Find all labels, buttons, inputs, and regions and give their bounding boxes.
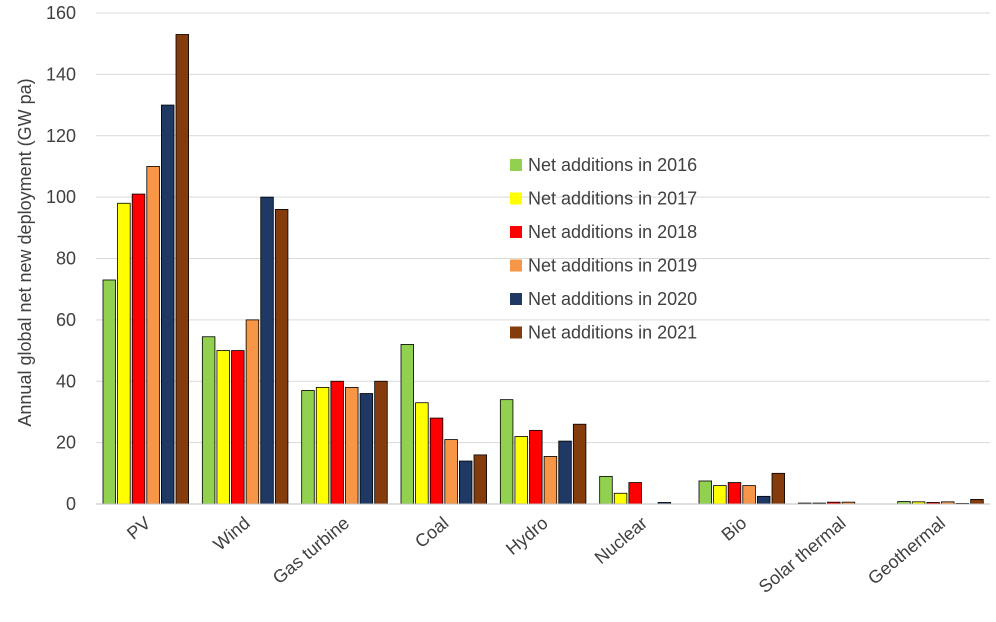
bar-hydro-1 [499,399,514,505]
bar-gas-turbine-3 [330,380,344,505]
bar-wind-1 [201,336,216,505]
x-category-label: Wind [209,513,253,555]
legend-label: Net additions in 2020 [528,289,697,309]
bar-wind-4 [245,319,260,505]
bar-bio-5 [757,495,771,505]
legend-swatch [510,326,522,339]
bar-hydro-2 [514,436,528,505]
x-category-label: Bio [718,513,751,545]
bar-bio-6 [771,472,786,505]
y-tick-label: 140 [46,64,76,84]
legend-label: Net additions in 2019 [528,256,697,276]
legend-label: Net additions in 2017 [528,189,697,209]
bar-hydro-4 [543,456,558,505]
bar-pv-6 [175,34,190,505]
bar-nuclear-1 [599,475,613,505]
x-category-label: Solar thermal [755,513,850,597]
legend-label: Net additions in 2016 [528,155,697,175]
x-category-label: Nuclear [591,513,651,568]
legend-swatch [510,226,522,238]
bar-bio-1 [698,480,713,505]
bar-pv-4 [146,166,160,505]
bar-pv-5 [160,104,175,505]
y-axis-title: Annual global net new deployment (GW pa) [15,78,35,426]
bar-coal-6 [473,454,488,505]
bar-pv-1 [102,279,117,505]
bar-pv-2 [117,202,131,505]
y-tick-label: 40 [56,371,76,391]
bar-gas-turbine-4 [345,386,359,505]
bar-wind-3 [231,350,245,505]
bar-gas-turbine-5 [359,393,374,505]
bar-hydro-5 [558,440,572,505]
legend-label: Net additions in 2021 [528,323,697,343]
bar-wind-2 [216,350,230,505]
bar-wind-6 [274,208,289,505]
x-category-label: Hydro [502,513,552,559]
bar-nuclear-2 [613,492,628,505]
bar-pv-3 [131,193,146,505]
x-category-label: Geothermal [864,513,949,589]
legend-swatch [510,259,522,272]
bar-hydro-6 [572,423,587,505]
bar-gas-turbine-1 [301,390,315,505]
bar-nuclear-3 [628,482,642,505]
bar-hydro-3 [529,429,543,505]
y-tick-label: 80 [56,249,76,269]
legend-swatch [510,159,522,171]
y-tick-label: 100 [46,187,76,207]
x-category-label: PV [123,513,154,544]
y-tick-label: 160 [46,3,76,23]
legend: Net additions in 2016 Net additions in 20… [510,155,697,343]
legend-swatch [510,192,522,205]
bar-bio-3 [727,482,742,505]
bar-geothermal-6 [970,498,984,505]
bar-coal-3 [429,417,444,505]
bar-gas-turbine-6 [374,380,388,505]
bar-bio-2 [713,485,727,505]
x-category-label: Gas turbine [269,513,353,588]
legend-label: Net additions in 2018 [528,222,697,242]
bar-coal-4 [444,439,458,505]
gridlines [96,12,990,444]
y-tick-label: 120 [46,126,76,146]
bar-bio-4 [742,485,756,505]
y-tick-label: 60 [56,310,76,330]
y-tick-label: 20 [56,433,76,453]
bar-coal-1 [400,344,415,505]
x-category-label: Coal [411,513,452,552]
bar-wind-5 [260,196,274,505]
bar-coal-5 [458,460,473,505]
legend-swatch [510,293,522,305]
bar-gas-turbine-2 [315,386,330,505]
bar-coal-2 [415,402,429,505]
y-tick-label: 0 [66,494,76,514]
